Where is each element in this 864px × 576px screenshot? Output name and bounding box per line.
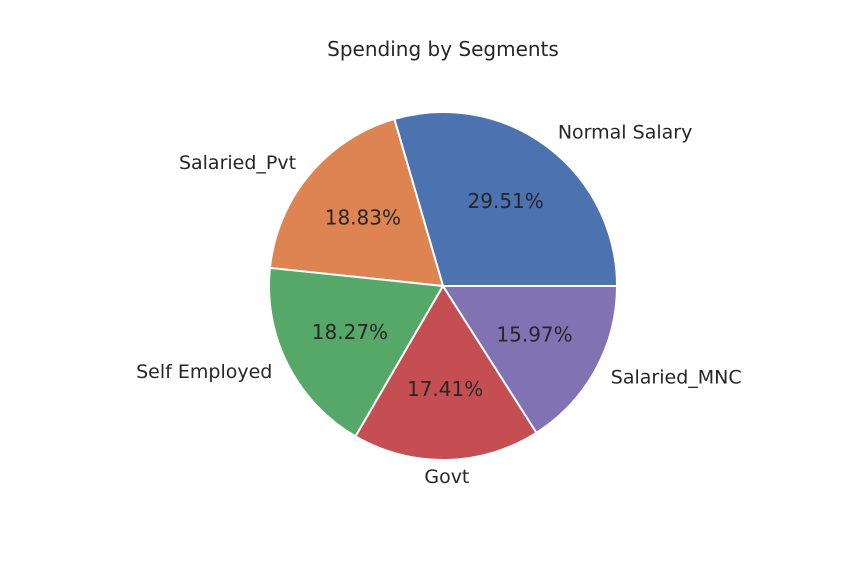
category-label-self-employed: Self Employed <box>136 361 272 383</box>
pie-slice-self-employed <box>268 266 445 438</box>
category-label-govt: Govt <box>424 466 469 488</box>
pct-label-normal-salary: 29.51% <box>468 189 544 213</box>
pct-label-salaried-mnc: 15.97% <box>496 323 572 347</box>
pct-label-salaried-pvt: 18.83% <box>325 206 401 230</box>
pie-slices <box>268 111 619 461</box>
category-label-salaried-pvt: Salaried_Pvt <box>179 152 296 174</box>
pct-label-self-employed: 18.27% <box>312 320 388 344</box>
pie-slice-salaried-pvt <box>268 117 445 288</box>
chart-title: Spending by Segments <box>327 37 559 61</box>
pct-label-govt: 17.41% <box>407 377 483 401</box>
pie-labels: 29.51% Normal Salary 18.83% Salaried_Pvt 18.… <box>136 121 742 487</box>
pie-slice-govt <box>354 284 538 461</box>
category-label-salaried-mnc: Salaried_MNC <box>611 367 742 389</box>
category-label-normal-salary: Normal Salary <box>558 121 692 143</box>
pie-slice-salaried-mnc <box>441 285 619 435</box>
pie-slice-normal-salary <box>393 111 619 287</box>
